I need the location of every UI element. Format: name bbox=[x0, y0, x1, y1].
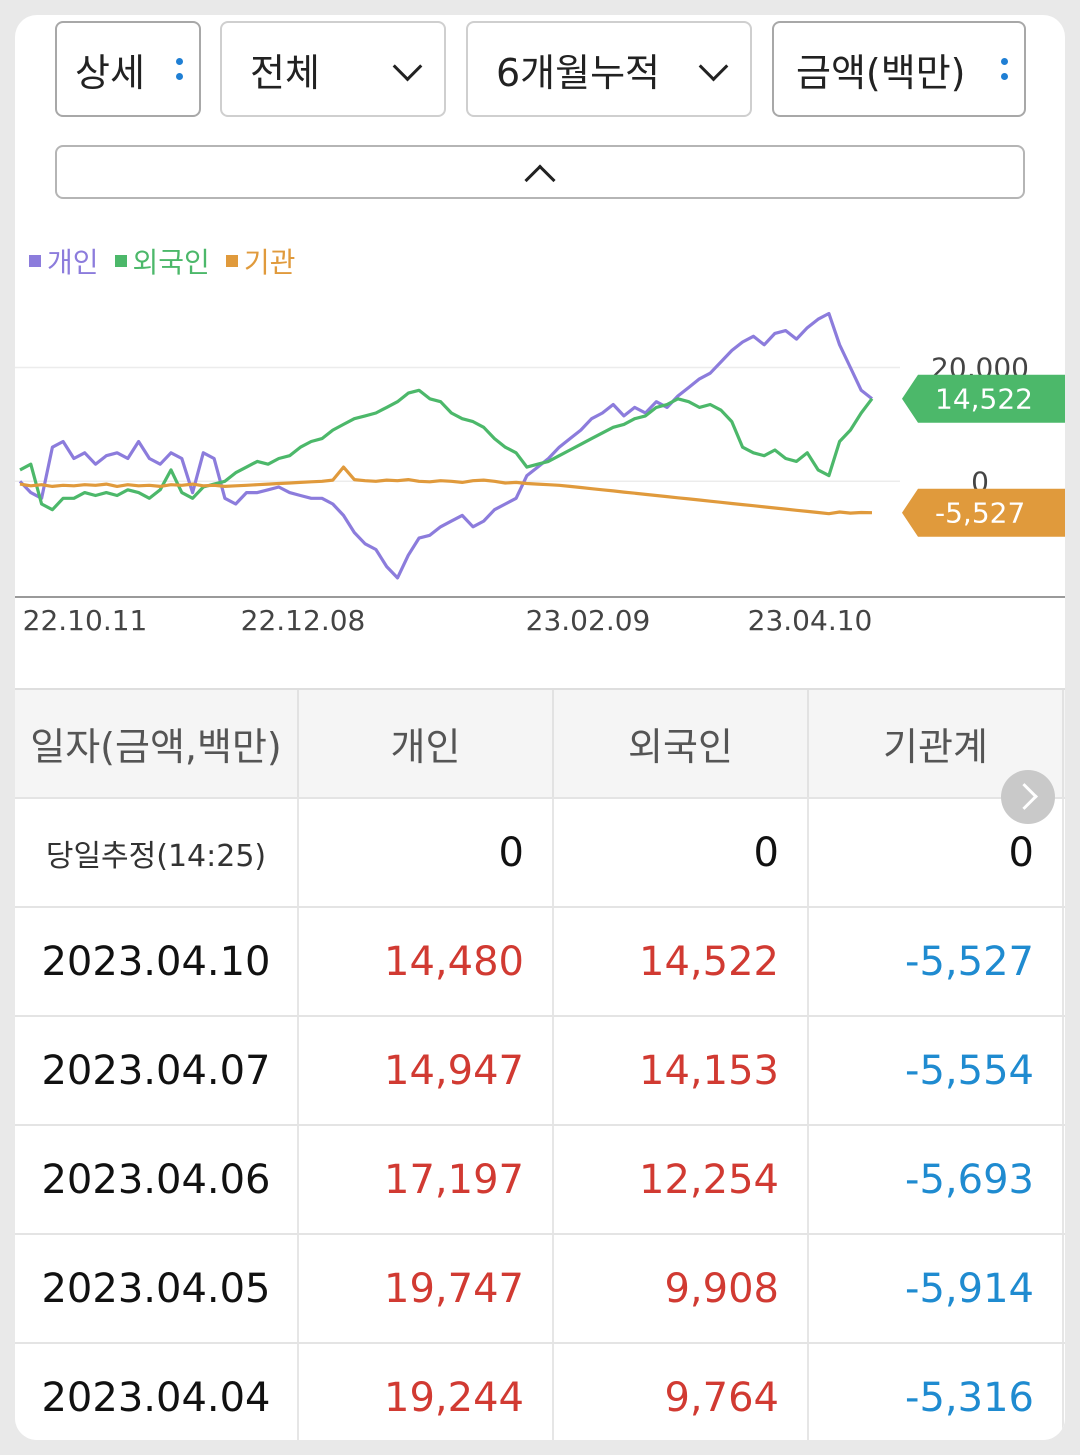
chevron-up-icon bbox=[524, 164, 556, 196]
table-row[interactable]: 2023.04.04 19,244 9,764 -5,316 bbox=[15, 1342, 1065, 1440]
collapse-chart-button[interactable] bbox=[55, 145, 1025, 199]
unit-label: 금액(백만) bbox=[796, 50, 966, 95]
row-date: 2023.04.07 bbox=[15, 1017, 299, 1124]
badge-shape bbox=[902, 488, 1065, 537]
row-date: 2023.04.06 bbox=[15, 1126, 299, 1233]
header-individual: 개인 bbox=[299, 690, 554, 797]
series-line-foreign bbox=[19, 388, 874, 512]
table-header: 일자(금액,백만) 개인 외국인 기관계 bbox=[15, 688, 1065, 797]
row-date: 2023.04.05 bbox=[15, 1235, 299, 1342]
table-row[interactable]: 2023.04.05 19,747 9,908 -5,914 bbox=[15, 1233, 1065, 1342]
row-institution: -5,693 bbox=[809, 1126, 1064, 1233]
legend-swatch bbox=[114, 255, 127, 267]
legend-item-individual: 개인 bbox=[29, 241, 99, 281]
row-individual: 14,480 bbox=[299, 908, 554, 1015]
legend-label: 외국인 bbox=[132, 246, 210, 279]
scope-label: 전체 bbox=[250, 50, 320, 95]
badge-value: -5,527 bbox=[935, 497, 1025, 530]
legend-item-institution: 기관 bbox=[225, 241, 296, 281]
estimate-individual: 0 bbox=[299, 799, 554, 906]
row-date: 2023.04.04 bbox=[15, 1344, 299, 1440]
table-row[interactable]: 2023.04.07 14,947 14,153 -5,554 bbox=[15, 1015, 1065, 1124]
x-tick-label: 22.10.11 bbox=[23, 604, 148, 637]
row-institution: -5,554 bbox=[809, 1017, 1064, 1124]
row-foreign: 14,522 bbox=[554, 908, 809, 1015]
row-foreign: 12,254 bbox=[554, 1126, 809, 1233]
detail-button[interactable]: 상세 bbox=[55, 21, 201, 117]
chevron-down-icon bbox=[698, 54, 728, 84]
chart-legend: 개인 외국인 기관 bbox=[29, 241, 295, 281]
row-date: 2023.04.10 bbox=[15, 908, 299, 1015]
value-badge: 14,522 bbox=[902, 374, 1065, 423]
detail-label: 상세 bbox=[75, 50, 145, 95]
estimate-label: 당일추정(14:25) bbox=[15, 799, 299, 906]
period-label: 6개월누적 bbox=[496, 50, 661, 95]
row-individual: 14,947 bbox=[299, 1017, 554, 1124]
legend-label: 개인 bbox=[47, 246, 99, 279]
x-tick-label: 23.04.10 bbox=[748, 604, 873, 637]
next-columns-button[interactable] bbox=[1001, 770, 1055, 824]
legend-swatch bbox=[225, 255, 238, 267]
row-foreign: 14,153 bbox=[554, 1017, 809, 1124]
legend-swatch bbox=[29, 255, 41, 267]
row-institution: -5,527 bbox=[809, 908, 1064, 1015]
series-line-institution bbox=[19, 465, 873, 516]
row-individual: 17,197 bbox=[299, 1126, 554, 1233]
table-row[interactable]: 2023.04.10 14,480 14,522 -5,527 bbox=[15, 906, 1065, 1015]
row-foreign: 9,908 bbox=[554, 1235, 809, 1342]
value-badge: -5,527 bbox=[902, 488, 1065, 537]
vertical-dots-icon bbox=[176, 58, 183, 80]
table-row[interactable]: 2023.04.06 17,197 12,254 -5,693 bbox=[15, 1124, 1065, 1233]
badge-value: 14,522 bbox=[935, 383, 1033, 416]
row-individual: 19,747 bbox=[299, 1235, 554, 1342]
scope-dropdown[interactable]: 전체 bbox=[220, 21, 446, 117]
header-date: 일자(금액,백만) bbox=[15, 690, 299, 797]
period-dropdown[interactable]: 6개월누적 bbox=[466, 21, 752, 117]
row-institution: -5,914 bbox=[809, 1235, 1064, 1342]
estimate-foreign: 0 bbox=[554, 799, 809, 906]
series-line-individual bbox=[18, 311, 873, 580]
estimate-row: 당일추정(14:25) 0 0 0 bbox=[15, 797, 1065, 906]
vertical-dots-icon bbox=[1001, 58, 1008, 80]
header-foreign: 외국인 bbox=[554, 690, 809, 797]
header-institution: 기관계 bbox=[809, 690, 1064, 797]
x-tick-label: 22.12.08 bbox=[241, 604, 366, 637]
legend-item-foreign: 외국인 bbox=[114, 241, 210, 281]
investor-trend-card: 상세 전체 6개월누적 금액(백만) 개인 외국인 기관 20,000 0 bbox=[15, 15, 1065, 1440]
badge-shape bbox=[902, 374, 1065, 423]
estimate-institution: 0 bbox=[809, 799, 1064, 906]
row-individual: 19,244 bbox=[299, 1344, 554, 1440]
row-institution: -5,316 bbox=[809, 1344, 1064, 1440]
x-tick-label: 23.02.09 bbox=[526, 604, 651, 637]
legend-label: 기관 bbox=[243, 246, 296, 279]
chevron-down-icon bbox=[392, 54, 422, 84]
row-foreign: 9,764 bbox=[554, 1344, 809, 1440]
investor-table: 일자(금액,백만) 개인 외국인 기관계 당일추정(14:25) 0 0 0 2… bbox=[15, 688, 1065, 1440]
unit-button[interactable]: 금액(백만) bbox=[772, 21, 1026, 117]
